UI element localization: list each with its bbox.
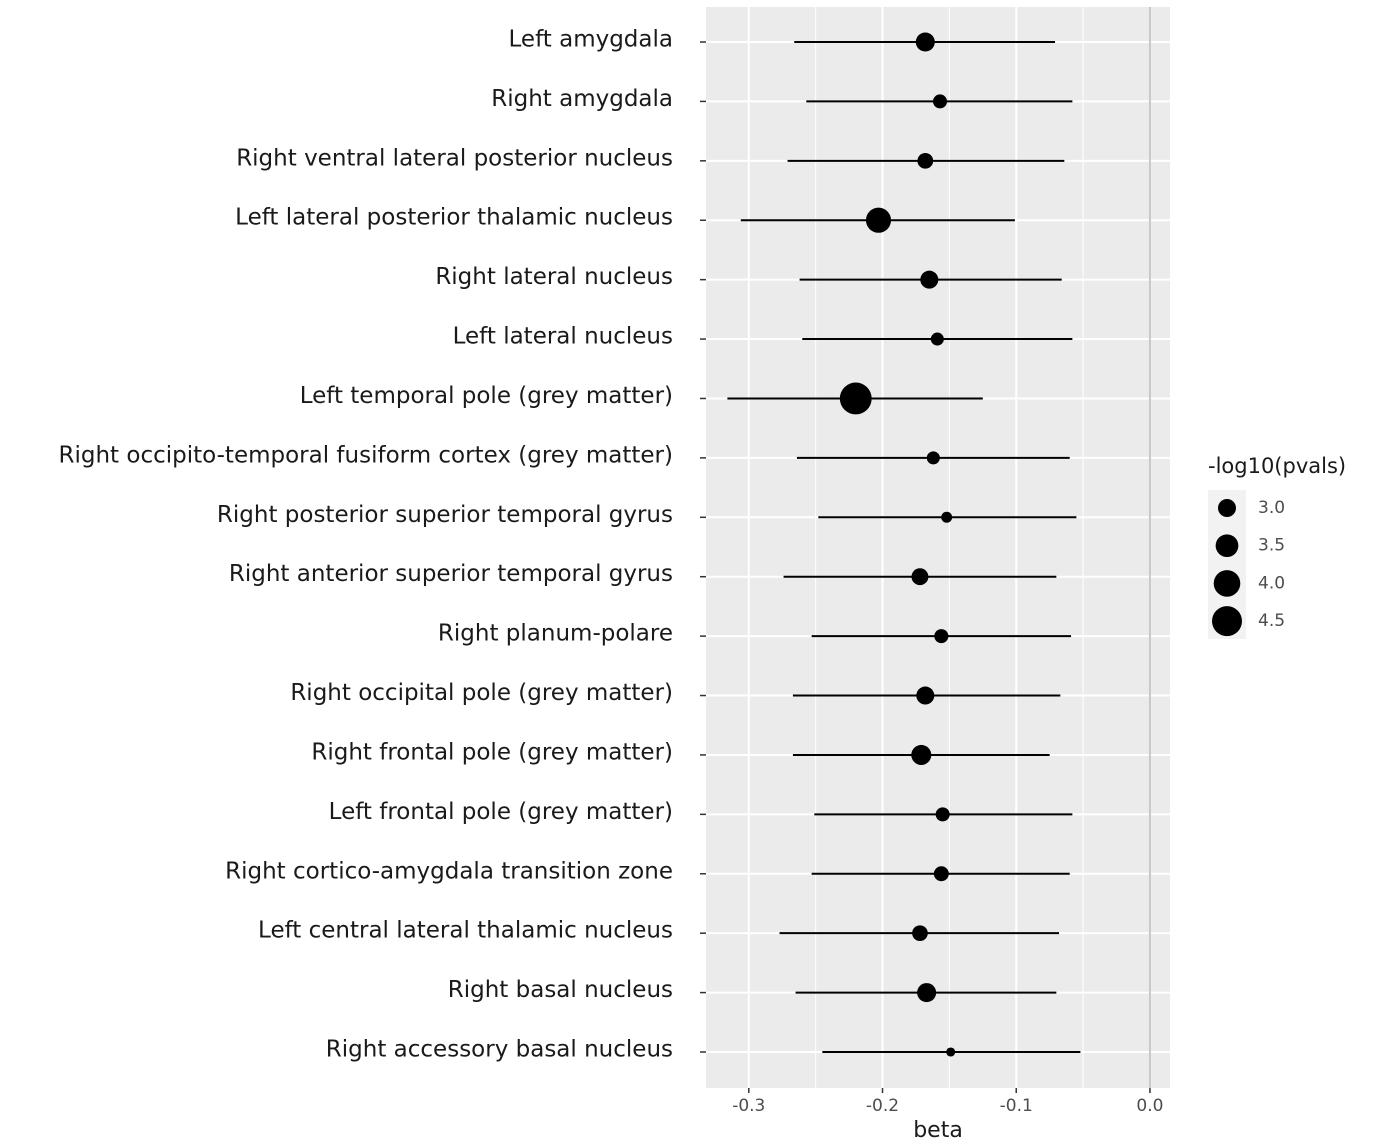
point (935, 807, 950, 822)
category-label: Left amygdala (509, 27, 673, 53)
legend-key (1215, 534, 1239, 558)
x-axis-label: beta (913, 1118, 963, 1143)
point (912, 925, 928, 942)
category-label: Right accessory basal nucleus (326, 1037, 673, 1063)
legend-label: 4.5 (1258, 611, 1285, 631)
legend-key (1218, 499, 1236, 517)
legend-key (1213, 570, 1241, 597)
category-label: Right ventral lateral posterior nucleus (236, 145, 673, 171)
category-label: Right occipito-temporal fusiform cortex … (59, 442, 674, 468)
point (839, 382, 872, 415)
category-label: Left lateral posterior thalamic nucleus (235, 205, 673, 231)
legend-key (1212, 606, 1242, 637)
category-label: Right planum-polare (438, 621, 673, 647)
point (926, 451, 940, 465)
point (911, 568, 929, 586)
category-label: Left lateral nucleus (453, 324, 673, 350)
category-label: Left temporal pole (grey matter) (300, 383, 673, 409)
point (933, 866, 949, 882)
point (911, 744, 932, 765)
category-label: Right anterior superior temporal gyrus (229, 561, 673, 587)
point (917, 152, 934, 169)
legend-label: 3.0 (1258, 498, 1285, 518)
x-tick-label: 0.0 (1136, 1096, 1163, 1116)
category-label: Right basal nucleus (448, 977, 673, 1003)
category-label: Right lateral nucleus (435, 264, 673, 290)
category-label: Right cortico-amygdala transition zone (225, 858, 673, 884)
point (941, 511, 953, 523)
category-label: Right posterior superior temporal gyrus (217, 502, 673, 528)
point (934, 629, 949, 644)
point (920, 270, 939, 289)
point (930, 332, 944, 346)
x-tick-label: -0.1 (1000, 1096, 1033, 1116)
point (915, 32, 935, 52)
point (917, 983, 937, 1003)
category-label: Left frontal pole (grey matter) (329, 799, 673, 825)
category-label: Right frontal pole (grey matter) (311, 739, 673, 765)
panel (706, 7, 1170, 1088)
x-tick-label: -0.2 (866, 1096, 899, 1116)
point (916, 686, 935, 705)
point (946, 1047, 956, 1057)
legend-label: 3.5 (1258, 536, 1285, 556)
category-label: Left central lateral thalamic nucleus (258, 918, 673, 944)
category-label: Right amygdala (491, 86, 673, 112)
category-label: Right occipital pole (grey matter) (290, 680, 673, 706)
legend-title: -log10(pvals) (1208, 454, 1346, 478)
point (932, 94, 948, 109)
legend-label: 4.0 (1258, 573, 1285, 593)
x-tick-label: -0.3 (732, 1096, 765, 1116)
point (865, 207, 892, 233)
